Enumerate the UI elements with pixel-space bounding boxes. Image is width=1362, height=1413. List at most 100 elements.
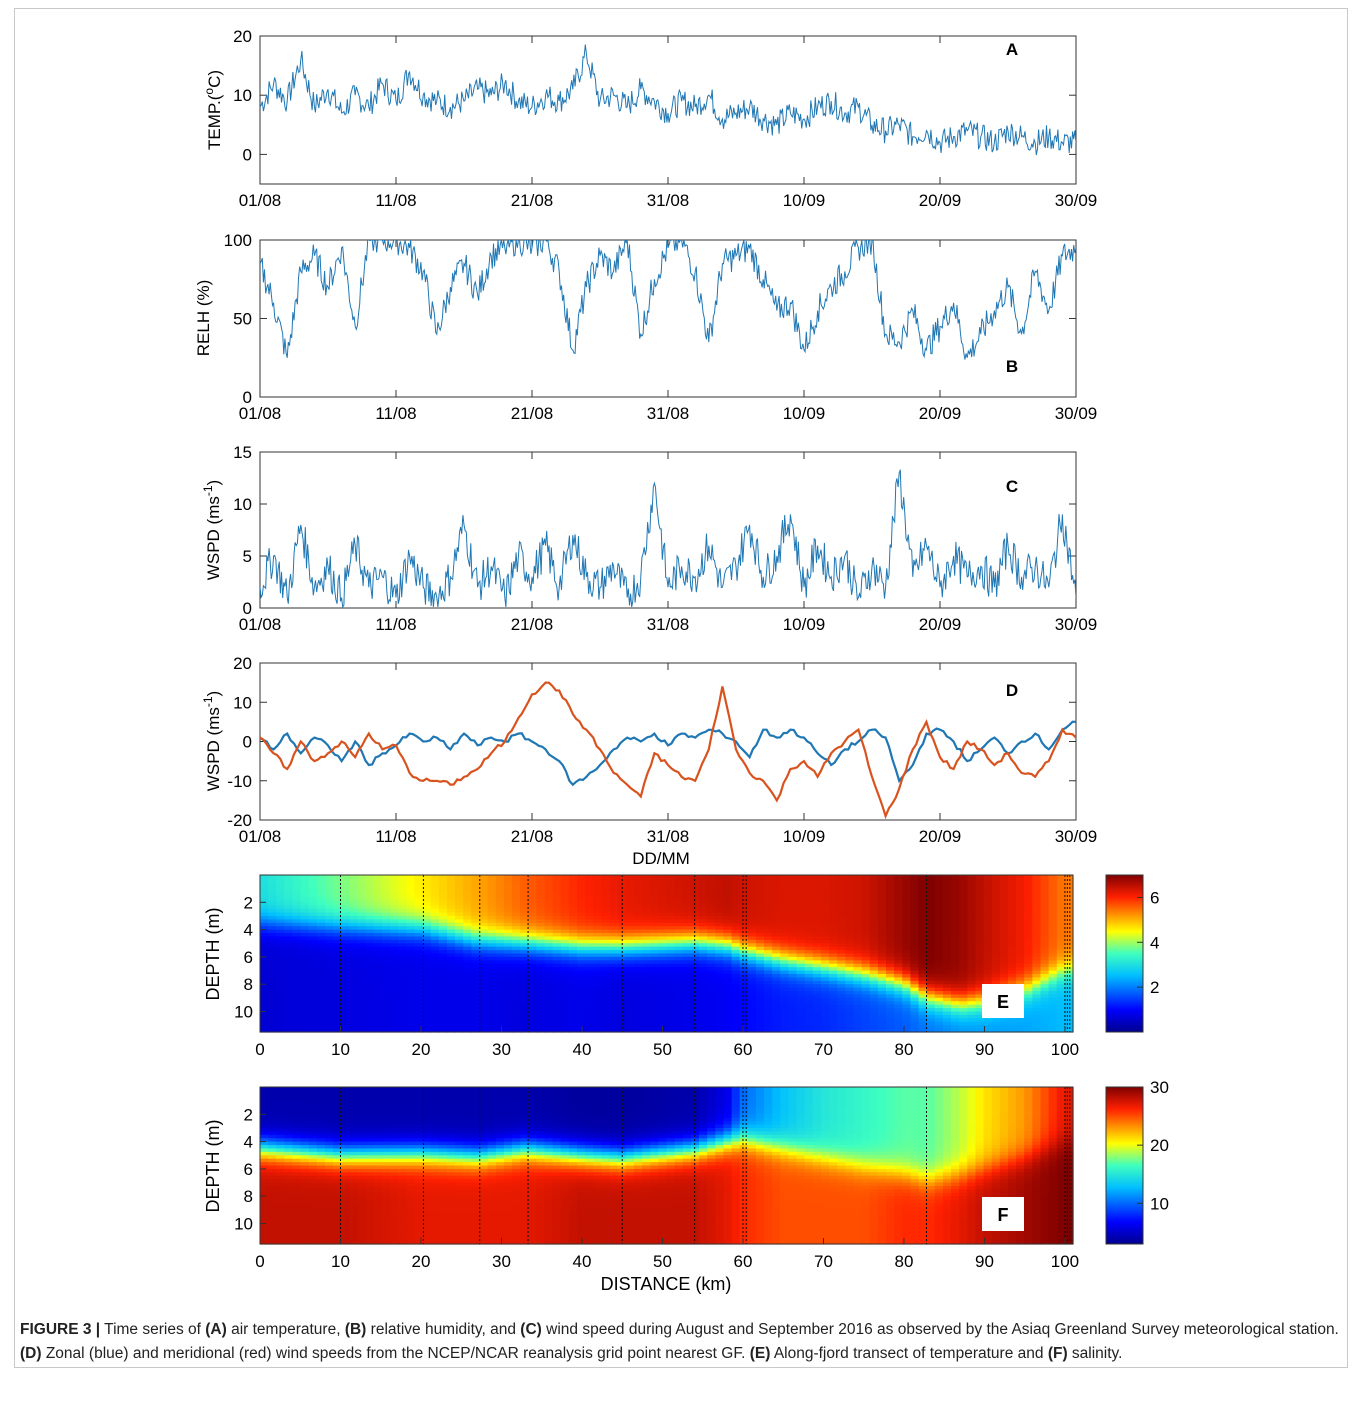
heatmap-cell: [1016, 888, 1025, 893]
heatmap-cell: [682, 970, 692, 975]
heatmap-cell: [284, 1175, 294, 1180]
heatmap-cell: [577, 997, 586, 1002]
heatmap-cell: [926, 1011, 936, 1016]
heatmap-cell: [260, 1158, 269, 1163]
heatmap-cell: [284, 939, 294, 944]
heatmap-cell: [276, 1104, 285, 1109]
heatmap-cell: [601, 881, 611, 886]
heatmap-cell: [276, 875, 285, 880]
heatmap-cell: [739, 892, 749, 897]
panel-b-humidity-line: [260, 240, 1076, 360]
heatmap-cell: [325, 963, 334, 968]
heatmap-cell: [316, 939, 326, 944]
heatmap-cell: [894, 953, 903, 958]
heatmap-cell: [422, 950, 432, 955]
heatmap-cell: [707, 909, 716, 914]
heatmap-cell: [1007, 905, 1017, 910]
heatmap-cell: [316, 929, 326, 934]
heatmap-cell: [438, 1014, 448, 1019]
heatmap-cell: [682, 878, 692, 883]
heatmap-cell: [918, 1004, 928, 1009]
heatmap-cell: [333, 875, 342, 880]
heatmap-cell: [894, 915, 903, 920]
heatmap-cell: [869, 898, 879, 903]
heatmap-cell: [999, 878, 1009, 883]
heatmap-cell: [845, 939, 855, 944]
heatmap-cell: [503, 875, 513, 880]
heatmap-cell: [731, 888, 741, 893]
heatmap-cell: [886, 963, 895, 968]
heatmap-cell: [715, 1004, 725, 1009]
heatmap-cell: [268, 956, 277, 961]
heatmap-cell: [544, 1011, 554, 1016]
heatmap-cell: [959, 915, 968, 920]
heatmap-cell: [381, 922, 391, 927]
panel-b-label: B: [1006, 357, 1018, 376]
heatmap-cell: [316, 898, 326, 903]
heatmap-cell: [715, 909, 725, 914]
heatmap-cell: [918, 997, 928, 1002]
heatmap-cell: [349, 922, 359, 927]
heatmap-cell: [276, 973, 285, 978]
heatmap-cell: [812, 888, 822, 893]
heatmap-cell: [544, 875, 554, 880]
heatmap-cell: [1024, 888, 1033, 893]
heatmap-cell: [788, 933, 798, 938]
heatmap-cell: [804, 915, 814, 920]
heatmap-cell: [715, 1018, 725, 1023]
heatmap-cell: [512, 963, 521, 968]
heatmap-cell: [658, 977, 668, 982]
heatmap-cell: [918, 1008, 928, 1013]
heatmap-cell: [276, 1100, 285, 1105]
heatmap-cell: [902, 946, 911, 951]
heatmap-cell: [829, 933, 838, 938]
heatmap-cell: [788, 1004, 798, 1009]
heatmap-cell: [284, 922, 294, 927]
heatmap-cell: [999, 919, 1009, 924]
heatmap-cell: [276, 878, 285, 883]
heatmap-cell: [463, 1014, 472, 1019]
heatmap-cell: [690, 936, 700, 941]
heatmap-cell: [642, 963, 651, 968]
heatmap-cell: [276, 1087, 285, 1092]
heatmap-cell: [503, 936, 513, 941]
heatmap-cell: [837, 915, 846, 920]
heatmap-cell: [877, 953, 887, 958]
heatmap-cell: [446, 885, 456, 890]
heatmap-cell: [512, 888, 521, 893]
heatmap-cell: [877, 984, 887, 989]
heatmap-cell: [260, 929, 269, 934]
heatmap-cell: [633, 898, 643, 903]
heatmap-cell: [593, 967, 603, 972]
heatmap-cell: [650, 902, 659, 907]
x-tick-label: 20/09: [919, 404, 962, 423]
heatmap-cell: [1040, 933, 1050, 938]
heatmap-cell: [747, 943, 757, 948]
heatmap-cell: [487, 912, 497, 917]
heatmap-cell: [381, 960, 391, 965]
heatmap-cell: [666, 936, 676, 941]
heatmap-cell: [853, 875, 863, 880]
heatmap-cell: [845, 919, 855, 924]
heatmap-cell: [292, 1093, 302, 1098]
heatmap-cell: [414, 881, 424, 886]
heatmap-cell: [325, 1025, 334, 1030]
heatmap-cell: [910, 929, 920, 934]
heatmap-cell: [1064, 929, 1074, 934]
heatmap-cell: [1032, 892, 1042, 897]
heatmap-cell: [902, 909, 911, 914]
heatmap-cell: [894, 902, 903, 907]
heatmap-cell: [1016, 953, 1025, 958]
heatmap-cell: [739, 919, 749, 924]
heatmap-cell: [381, 898, 391, 903]
heatmap-cell: [788, 885, 798, 890]
heatmap-cell: [999, 1028, 1009, 1033]
heatmap-cell: [690, 973, 700, 978]
heatmap-cell: [1007, 939, 1017, 944]
heatmap-cell: [666, 1014, 676, 1019]
heatmap-cell: [593, 878, 603, 883]
heatmap-cell: [820, 895, 830, 900]
heatmap-cell: [707, 912, 716, 917]
heatmap-cell: [260, 1131, 269, 1136]
heatmap-cell: [300, 946, 310, 951]
